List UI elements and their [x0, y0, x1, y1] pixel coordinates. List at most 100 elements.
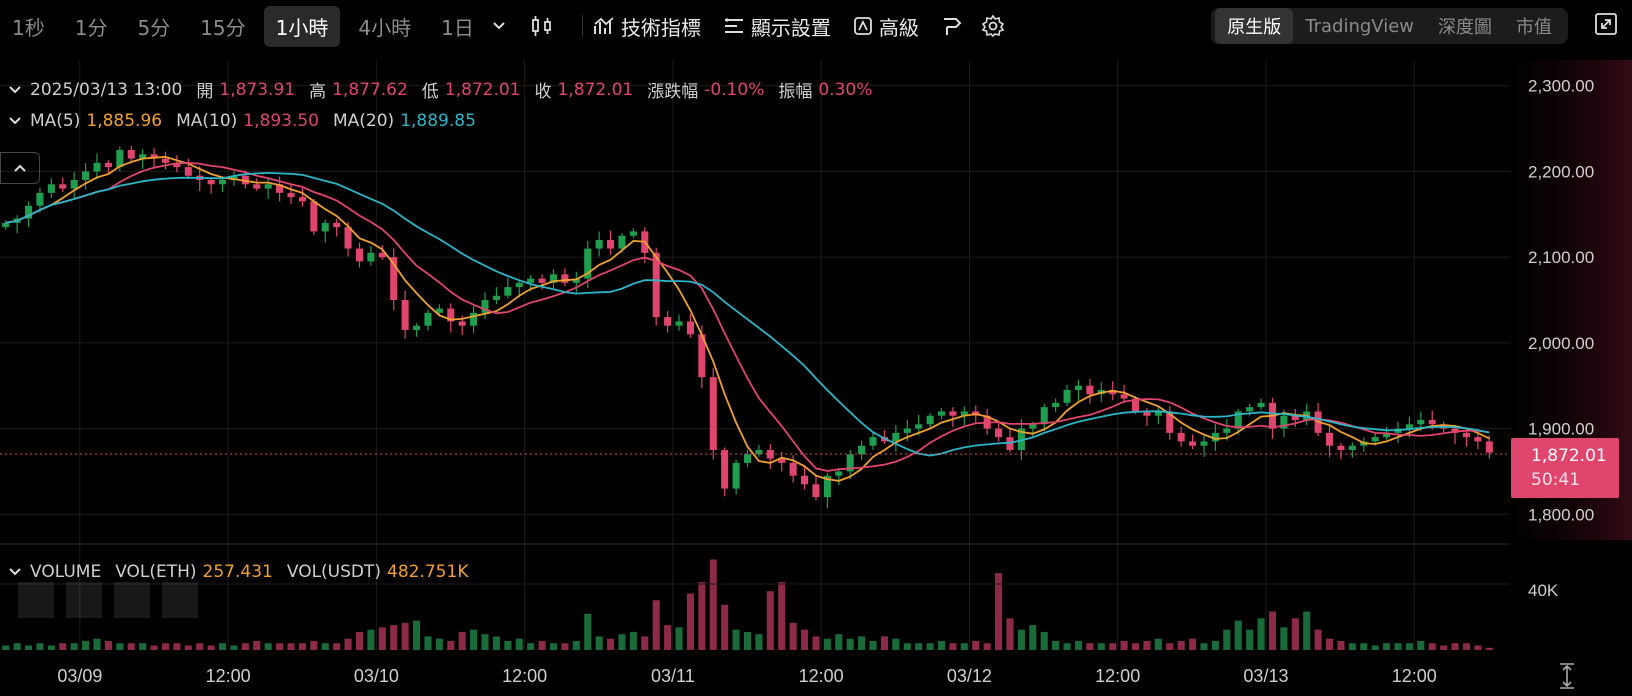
volume-bars-layer — [0, 559, 1510, 650]
candle-body — [470, 312, 478, 326]
timeframe-1s[interactable]: 1秒 — [12, 15, 45, 40]
time-axis-label: 03/09 — [57, 666, 102, 686]
time-axis-label: 12:00 — [502, 666, 547, 686]
volume-bar — [59, 643, 67, 650]
candle-body — [846, 454, 854, 472]
amplitude-label: 振幅 — [778, 82, 813, 102]
candle-body — [1154, 411, 1162, 416]
volume-bar — [732, 629, 740, 650]
volume-bar — [664, 625, 672, 650]
volume-bar — [401, 622, 409, 650]
time-axis-label: 03/10 — [354, 666, 399, 686]
ma20-line — [5, 171, 1490, 457]
replay-icon[interactable] — [941, 15, 963, 37]
volume-bar — [1086, 643, 1094, 650]
volume-bar — [355, 631, 364, 650]
volume-bar — [584, 613, 592, 650]
volume-bar — [1325, 638, 1334, 650]
timeframe-15m[interactable]: 15分 — [200, 15, 246, 40]
volume-bar — [846, 638, 854, 650]
change-value: -0.10% — [704, 79, 765, 100]
candle-body — [527, 278, 535, 283]
candle-body — [1063, 390, 1071, 403]
volume-bar — [778, 582, 786, 650]
chevron-down-icon — [9, 85, 21, 93]
view-depth[interactable]: 深度圖 — [1438, 17, 1492, 38]
timeframe-4h[interactable]: 4小時 — [358, 15, 412, 40]
candle-body — [1086, 385, 1094, 395]
volume-bar — [698, 582, 706, 650]
volume-bar — [36, 643, 44, 650]
candle-body — [572, 278, 580, 283]
candle-body — [492, 295, 500, 300]
volume-bar — [618, 634, 626, 650]
candle-body — [675, 321, 683, 326]
time-axis-label: 12:00 — [1392, 666, 1437, 686]
display-settings-button[interactable]: 顯示設置 — [723, 12, 831, 41]
candle-body — [709, 377, 717, 450]
candle-body — [1462, 432, 1471, 438]
fullscreen-icon[interactable] — [1594, 12, 1618, 40]
candle-body — [618, 235, 626, 249]
scale-icon[interactable] — [1560, 663, 1574, 689]
volume-bar — [823, 638, 831, 650]
candle-body — [1280, 415, 1288, 429]
open-label: 開 — [196, 82, 214, 102]
volume-bar — [321, 643, 329, 650]
candle-body — [937, 411, 946, 416]
candle-body — [995, 428, 1003, 438]
collapse-legend-button[interactable] — [0, 152, 40, 184]
advanced-button[interactable]: 高級 — [853, 12, 919, 41]
volume-bar — [743, 631, 752, 650]
candle-body — [70, 180, 78, 189]
candle-body — [367, 252, 375, 262]
volume-bar — [880, 636, 888, 650]
view-tradingview[interactable]: TradingView — [1305, 15, 1414, 37]
view-native[interactable]: 原生版 — [1215, 8, 1294, 44]
volume-bar — [515, 638, 523, 650]
candle-body — [664, 317, 672, 326]
candle-body — [686, 321, 694, 335]
candle-body — [1405, 424, 1413, 429]
candle-body — [321, 222, 329, 232]
price-axis: 2,300.00 2,200.00 2,100.00 2,000.00 1,900.00… — [1528, 77, 1594, 600]
candle-body — [116, 150, 124, 168]
candle-body — [298, 197, 306, 202]
volume-bar — [972, 640, 980, 650]
candle-body — [949, 411, 957, 416]
open-value: 1,873.91 — [219, 79, 296, 100]
volume-bar — [127, 643, 135, 650]
gear-icon[interactable] — [981, 14, 1005, 38]
volume-bar — [1474, 645, 1482, 650]
timeframe-1m[interactable]: 1分 — [74, 15, 108, 40]
candle-type-icon[interactable] — [530, 15, 554, 37]
candle-body — [435, 308, 443, 313]
candle-body — [538, 278, 546, 283]
view-market-cap[interactable]: 市值 — [1516, 17, 1552, 38]
volume-bar — [390, 625, 398, 650]
ma5-label: MA(5) — [30, 111, 81, 131]
volume-bar — [675, 627, 683, 650]
close-value: 1,872.01 — [557, 79, 634, 100]
volume-bar — [504, 640, 512, 650]
candle-body — [1177, 432, 1185, 442]
indicators-button[interactable]: 技術指標 — [593, 12, 701, 41]
candle-body — [629, 231, 637, 236]
volume-bar — [629, 631, 637, 650]
timeframe-1d[interactable]: 1日 — [441, 15, 474, 40]
candle-body — [150, 154, 158, 159]
candle-body — [801, 475, 809, 485]
candle-body — [253, 184, 261, 189]
candle-body — [219, 180, 227, 185]
timeframe-5m[interactable]: 5分 — [137, 15, 171, 40]
chevron-down-icon[interactable] — [492, 19, 506, 33]
timeframe-1h[interactable]: 1小時 — [263, 5, 341, 47]
current-price-value: 1,872.01 — [1531, 446, 1607, 466]
volume-bar — [1383, 643, 1391, 650]
candle-body — [1257, 402, 1265, 408]
candle-body — [207, 180, 215, 185]
volume-bar — [641, 636, 649, 650]
candle-body — [778, 458, 786, 463]
candle-body — [1040, 407, 1048, 425]
